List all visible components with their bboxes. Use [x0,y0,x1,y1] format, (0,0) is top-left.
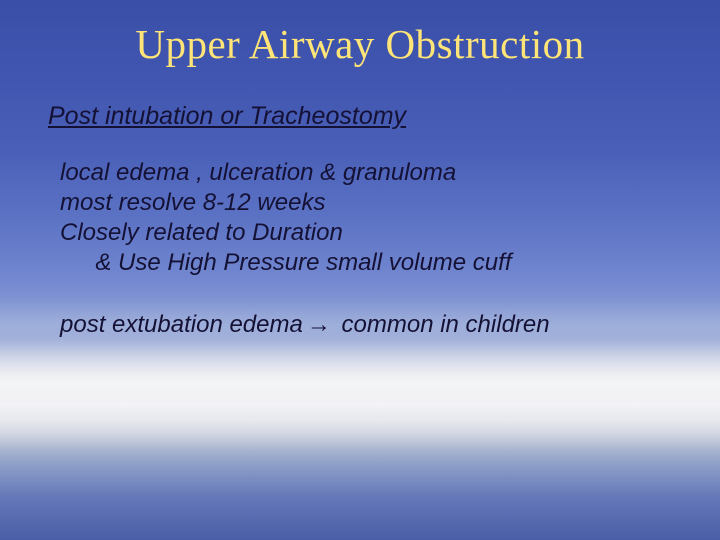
slide-subtitle: Post intubation or Tracheostomy [48,102,406,131]
body-text: post extubation edema [60,311,303,338]
body-line: local edema , ulceration & granuloma [60,158,511,188]
body-line: & Use High Pressure small volume cuff [60,248,511,278]
arrow-icon: → [303,311,335,338]
slide: Upper Airway Obstruction Post intubation… [0,0,720,540]
decorative-cloud [0,340,720,420]
body-line: Closely related to Duration [60,218,511,248]
body-block-1: local edema , ulceration & granuloma mos… [60,158,511,278]
body-line: most resolve 8-12 weeks [60,188,511,218]
body-block-2: post extubation edema→ common in childre… [60,310,550,340]
body-line: post extubation edema→ common in childre… [60,310,550,340]
body-text: common in children [335,311,550,338]
decorative-cloud [0,390,720,450]
slide-title: Upper Airway Obstruction [0,20,720,68]
